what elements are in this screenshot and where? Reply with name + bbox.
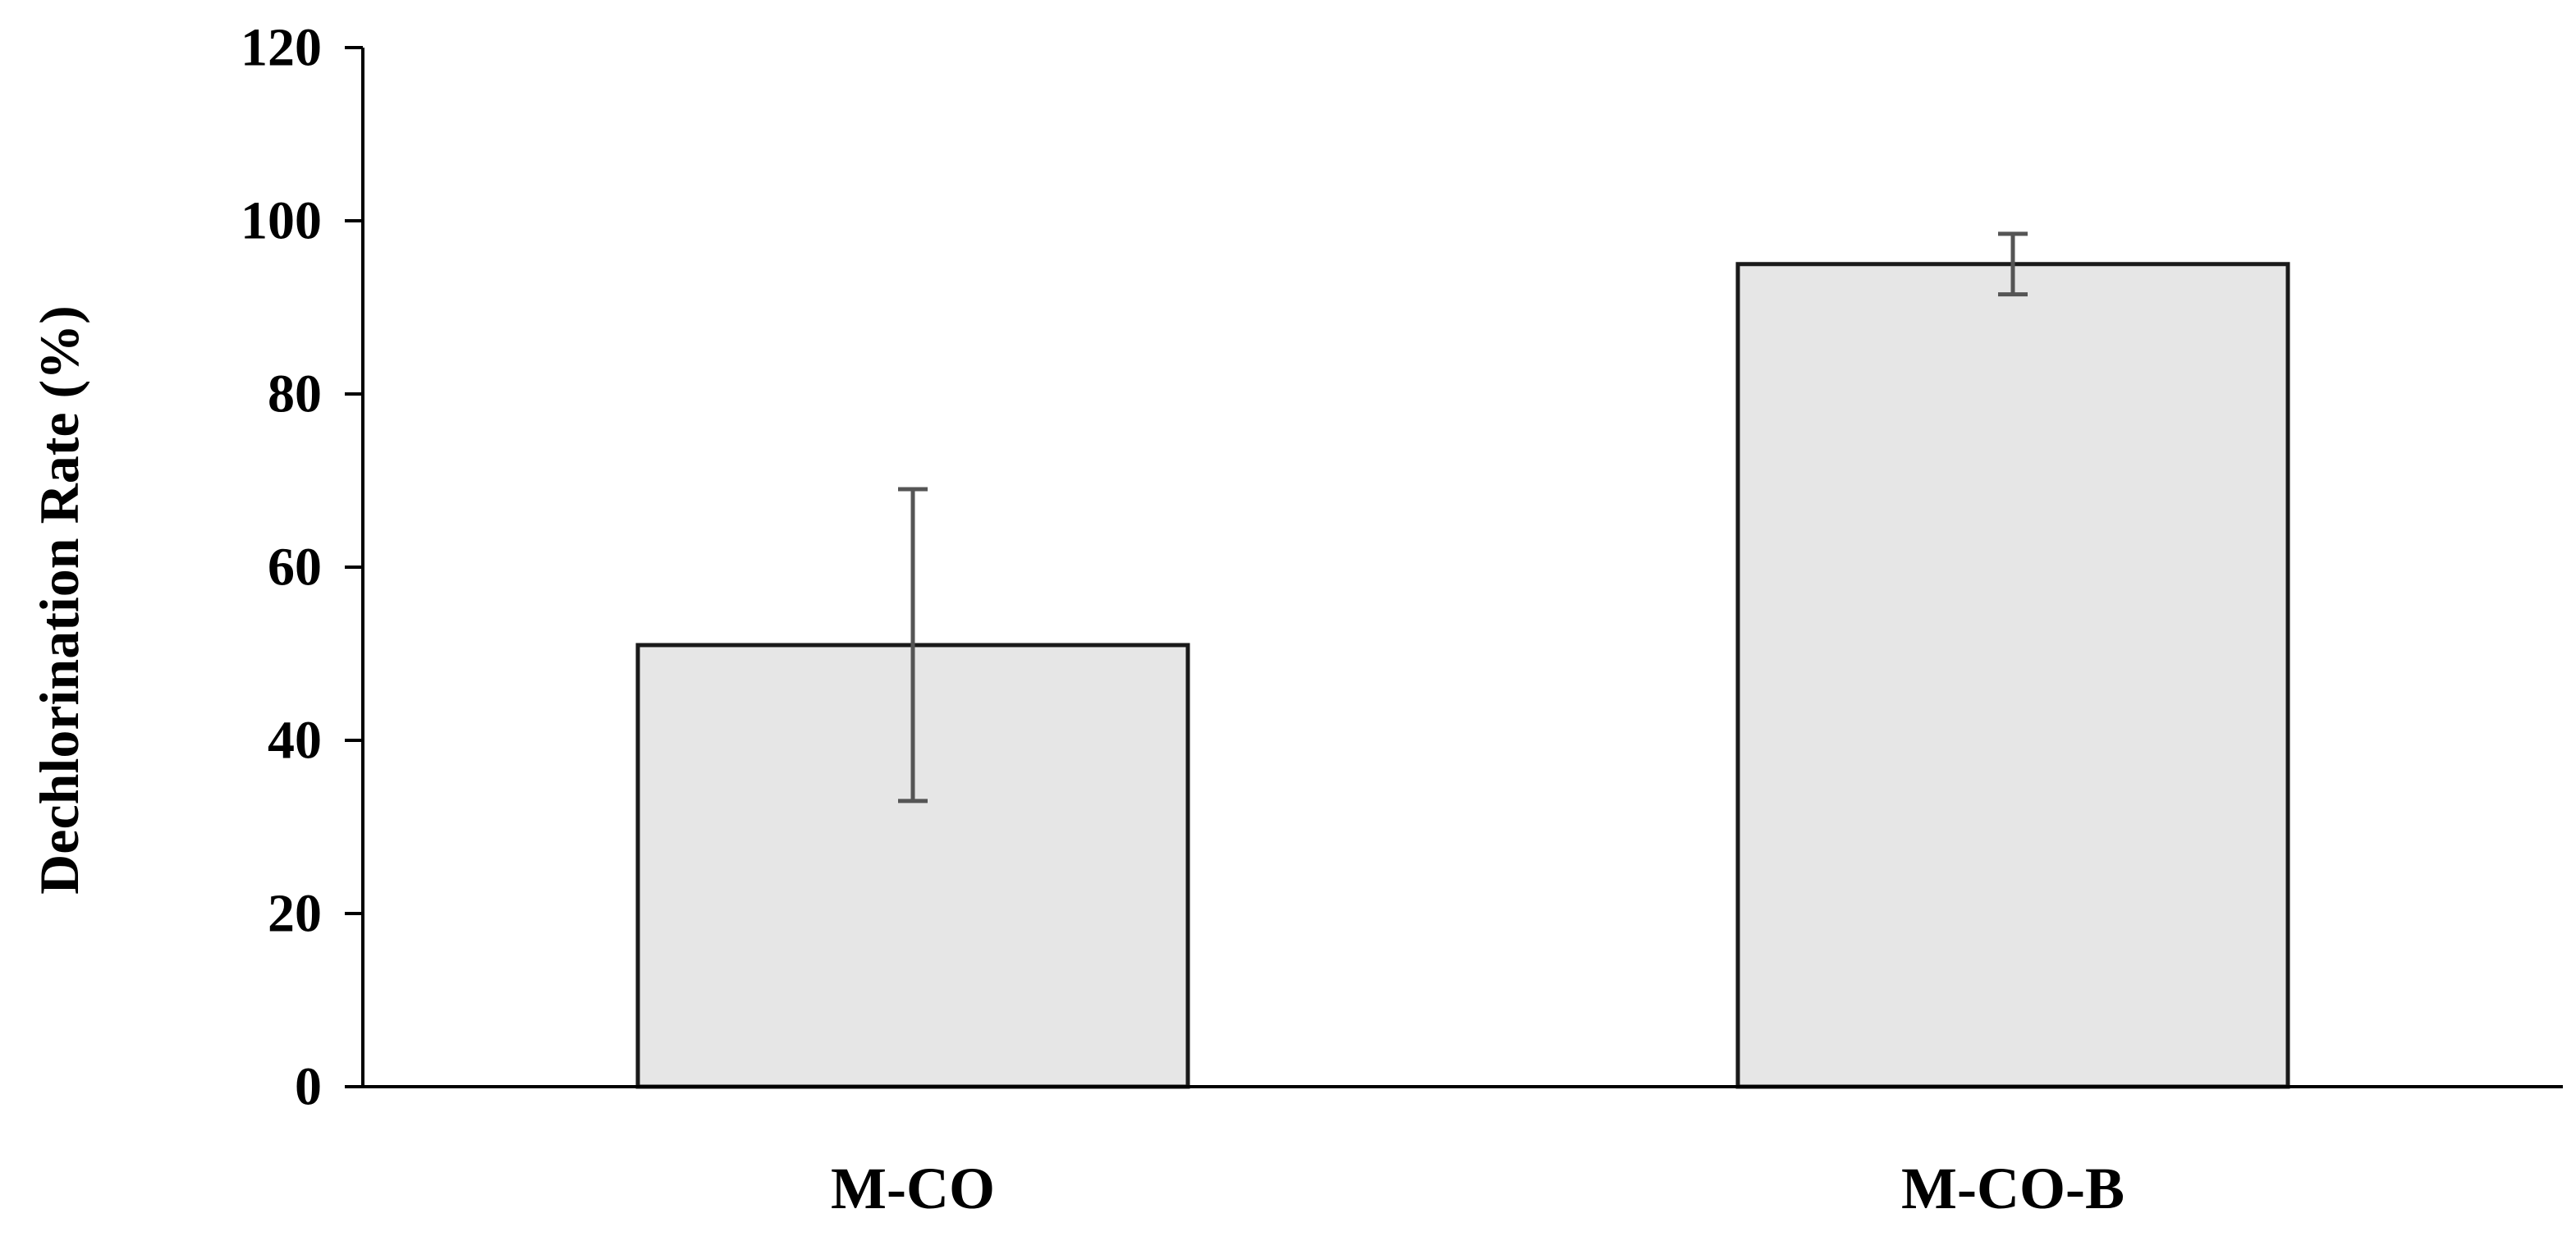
bar-m-co-b bbox=[1735, 262, 2290, 1089]
y-tick-label: 120 bbox=[241, 18, 322, 78]
y-tick-label: 100 bbox=[241, 191, 322, 251]
bars-layer bbox=[635, 262, 2290, 1089]
x-category-label: M-CO-B bbox=[1901, 1156, 2125, 1221]
y-tick-label: 0 bbox=[295, 1057, 322, 1117]
error-bar-m-co bbox=[898, 487, 928, 804]
x-category-labels: M-CO M-CO-B bbox=[831, 1156, 2125, 1221]
error-bar-m-co-b bbox=[1998, 231, 2028, 297]
error-bars-layer bbox=[898, 231, 2028, 804]
y-axis-title: Dechlorination Rate (%) bbox=[28, 305, 90, 895]
y-tick-label: 80 bbox=[268, 364, 322, 424]
y-tick-label: 40 bbox=[268, 711, 322, 771]
y-tick-label: 60 bbox=[268, 538, 322, 598]
y-tick-label: 20 bbox=[268, 884, 322, 944]
y-ticks-layer: 0 20 40 60 80 100 120 bbox=[241, 18, 363, 1117]
x-category-label: M-CO bbox=[831, 1156, 995, 1221]
